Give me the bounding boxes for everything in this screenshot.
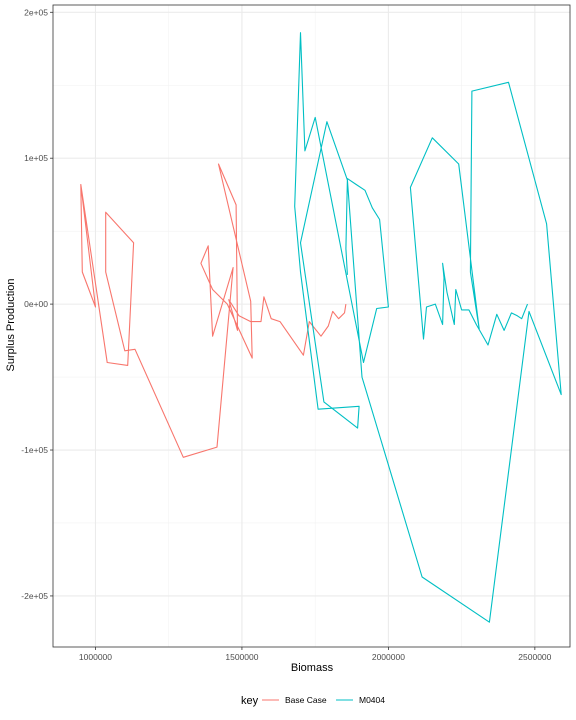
- x-tick-label: 2000000: [372, 652, 405, 662]
- x-tick-label: 2500000: [518, 652, 551, 662]
- x-tick-label: 1500000: [225, 652, 258, 662]
- axis-tick-labels: 1000000 1500000 2000000 2500000 -2e+05 -1e+05…: [21, 7, 551, 662]
- y-tick-label: -2e+05: [21, 591, 48, 601]
- panel-border: [52, 4, 571, 648]
- y-tick-label: 0e+00: [24, 299, 48, 309]
- legend-label-m0404: M0404: [359, 695, 385, 705]
- series-layer: [80, 32, 562, 623]
- y-tick-label: -1e+05: [21, 445, 48, 455]
- x-axis-title: Biomass: [291, 662, 334, 674]
- y-tick-label: 1e+05: [24, 153, 48, 163]
- legend-label-base-case: Base Case: [285, 695, 327, 705]
- axis-ticks: [50, 11, 536, 650]
- legend: key Base Case M0404: [241, 695, 385, 707]
- series-line-m0404: [294, 32, 562, 623]
- legend-title: key: [241, 695, 259, 707]
- series-line-base-case: [80, 163, 347, 458]
- grid-major: [53, 5, 570, 647]
- grid-minor: [53, 5, 570, 647]
- y-axis-title: Surplus Production: [5, 279, 17, 372]
- x-tick-label: 1000000: [79, 652, 112, 662]
- y-tick-label: 2e+05: [24, 7, 48, 17]
